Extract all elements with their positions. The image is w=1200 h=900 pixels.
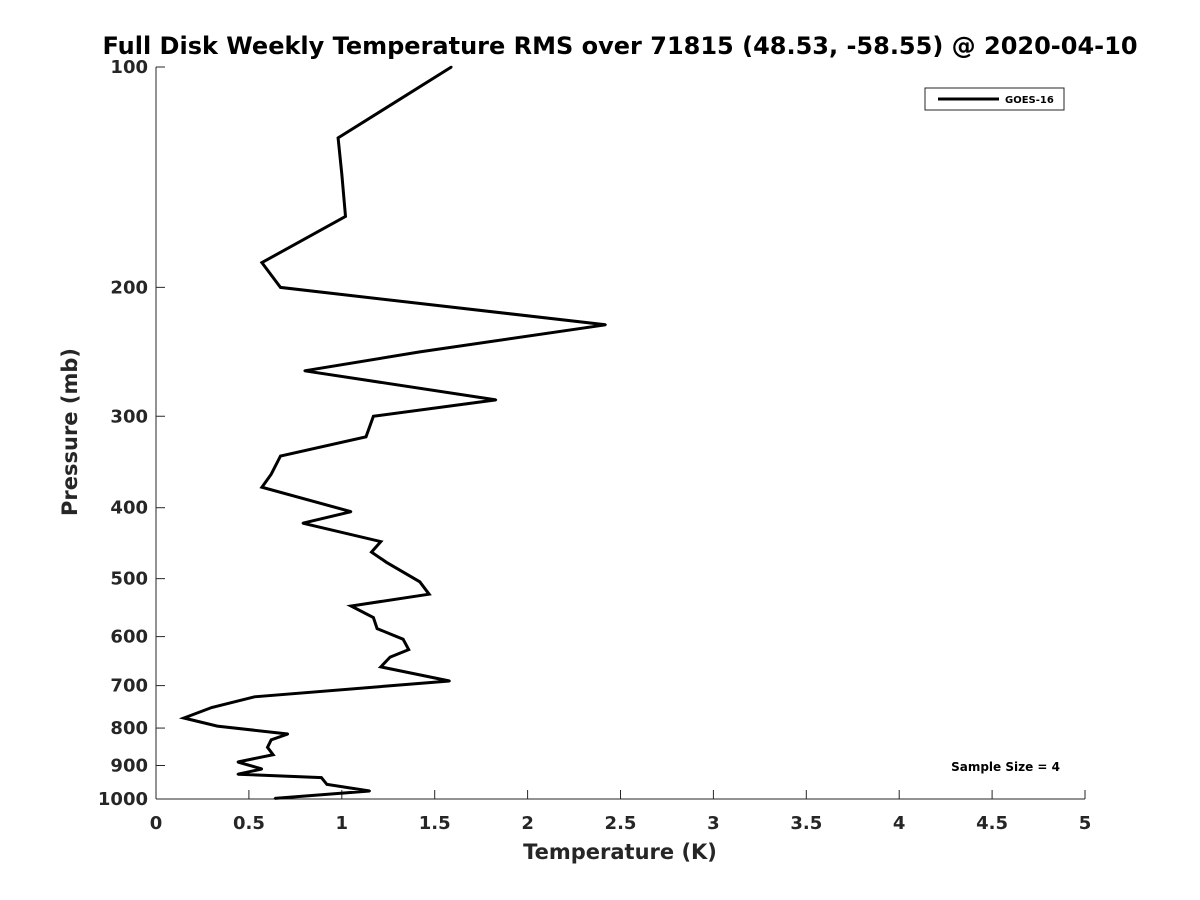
data-point: [418, 580, 421, 583]
data-point: [344, 215, 347, 218]
data-point: [494, 398, 498, 402]
data-point: [270, 738, 273, 741]
data-point: [448, 679, 451, 683]
axes: [155, 67, 1085, 800]
y-tick-label: 900: [110, 756, 148, 777]
x-tick-label: 1.5: [419, 813, 451, 834]
data-point: [604, 323, 607, 326]
data-point: [385, 561, 388, 564]
data-point: [266, 746, 269, 749]
x-axis-label: Temperature (K): [523, 840, 717, 864]
y-tick-label: 400: [110, 498, 148, 519]
data-point: [279, 454, 282, 458]
data-point: [260, 767, 264, 771]
data-point: [364, 435, 368, 438]
x-tick-label: 3.5: [790, 813, 822, 834]
x-tick-label: 0.5: [233, 813, 265, 834]
chart-title: Full Disk Weekly Temperature RMS over 71…: [102, 32, 1137, 60]
data-point: [236, 760, 239, 764]
y-tick-label: 500: [110, 569, 148, 590]
data-point: [273, 797, 277, 800]
data-point: [372, 415, 375, 418]
data-point: [260, 486, 264, 489]
y-axis-label: Pressure (mb): [58, 348, 82, 516]
data-point: [325, 783, 329, 786]
data-point: [216, 724, 219, 728]
x-axis-ticks: 0 0.5 1 1.5 2 2.5 3 3.5 4 4.5 5: [150, 790, 1092, 834]
data-point: [418, 350, 421, 354]
data-point: [375, 627, 379, 630]
data-point: [407, 648, 410, 651]
data-point: [450, 65, 453, 69]
data-point: [340, 172, 343, 176]
x-tick-label: 4.5: [976, 813, 1008, 834]
data-point: [372, 616, 375, 619]
data-point: [379, 665, 382, 669]
data-point: [271, 753, 275, 756]
series-line-goes-16: [178, 65, 606, 800]
data-point: [270, 473, 273, 476]
legend-label: GOES-16: [1005, 95, 1054, 106]
y-tick-label: 200: [110, 277, 148, 298]
data-point: [370, 550, 373, 554]
x-tick-label: 2: [521, 813, 534, 834]
sample-size-annotation: Sample Size = 4: [951, 760, 1060, 774]
data-point: [427, 593, 431, 596]
legend: GOES-16: [924, 87, 1065, 111]
data-point: [286, 732, 290, 736]
y-tick-label: 100: [110, 57, 148, 78]
data-point: [303, 369, 306, 372]
data-point: [336, 136, 340, 140]
y-tick-label: 1000: [98, 789, 148, 810]
data-point: [301, 522, 304, 525]
series-layer: [178, 65, 607, 800]
y-axis-ticks: 100 200 300 400 500 600 700 800 900 1000: [98, 57, 165, 810]
data-point: [182, 716, 186, 720]
x-tick-label: 0: [150, 813, 163, 834]
y-tick-label: 300: [110, 406, 148, 427]
data-point: [320, 776, 323, 779]
data-point: [388, 655, 392, 659]
data-point: [379, 540, 382, 543]
x-tick-label: 5: [1079, 813, 1092, 834]
x-tick-label: 1: [336, 813, 349, 834]
data-point: [260, 261, 264, 264]
y-tick-label: 600: [110, 627, 148, 648]
data-point: [349, 604, 353, 608]
x-tick-label: 4: [893, 813, 906, 834]
y-tick-label: 800: [110, 718, 148, 739]
data-point: [401, 638, 405, 641]
data-point: [253, 695, 256, 698]
data-point: [349, 510, 353, 513]
data-point: [210, 706, 213, 709]
data-point: [368, 789, 371, 793]
data-point: [236, 773, 239, 776]
data-point: [279, 286, 282, 289]
x-tick-label: 3: [707, 813, 720, 834]
y-tick-label: 700: [110, 676, 148, 697]
x-tick-label: 2.5: [605, 813, 637, 834]
